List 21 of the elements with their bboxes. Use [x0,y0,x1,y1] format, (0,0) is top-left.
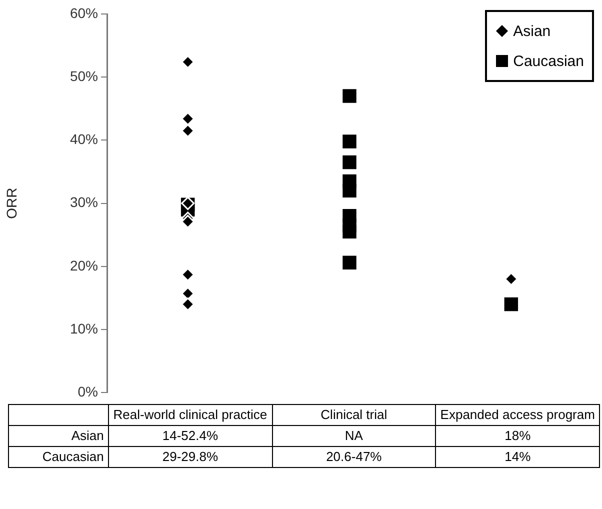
text: NA [272,426,436,446]
x-tick-label: Clinical trial [272,404,436,426]
y-tick-label: 10% [70,320,98,336]
y-tick-label: 20% [70,257,98,274]
text: Caucasian [42,449,104,464]
text: 14-52.4% [108,426,272,446]
legend-label: Asian [513,22,551,40]
x-tick-label: Expanded access program [436,404,600,426]
text: 29-29.8% [108,446,272,468]
legend-label: Caucasian [513,52,584,70]
x-tick-label: Real-world clinical practice [108,404,272,426]
text: 18% [436,426,600,446]
y-tick-label: 50% [70,68,98,84]
y-tick-label: 0% [78,383,98,400]
y-tick-label: 40% [70,131,98,148]
y-tick-label: 60% [70,4,98,21]
text: 20.6-47% [272,446,436,468]
text: 14% [436,446,600,468]
y-tick-label: 30% [70,194,98,210]
y-axis-title: ORR [3,188,20,219]
text: Asian [71,428,104,443]
